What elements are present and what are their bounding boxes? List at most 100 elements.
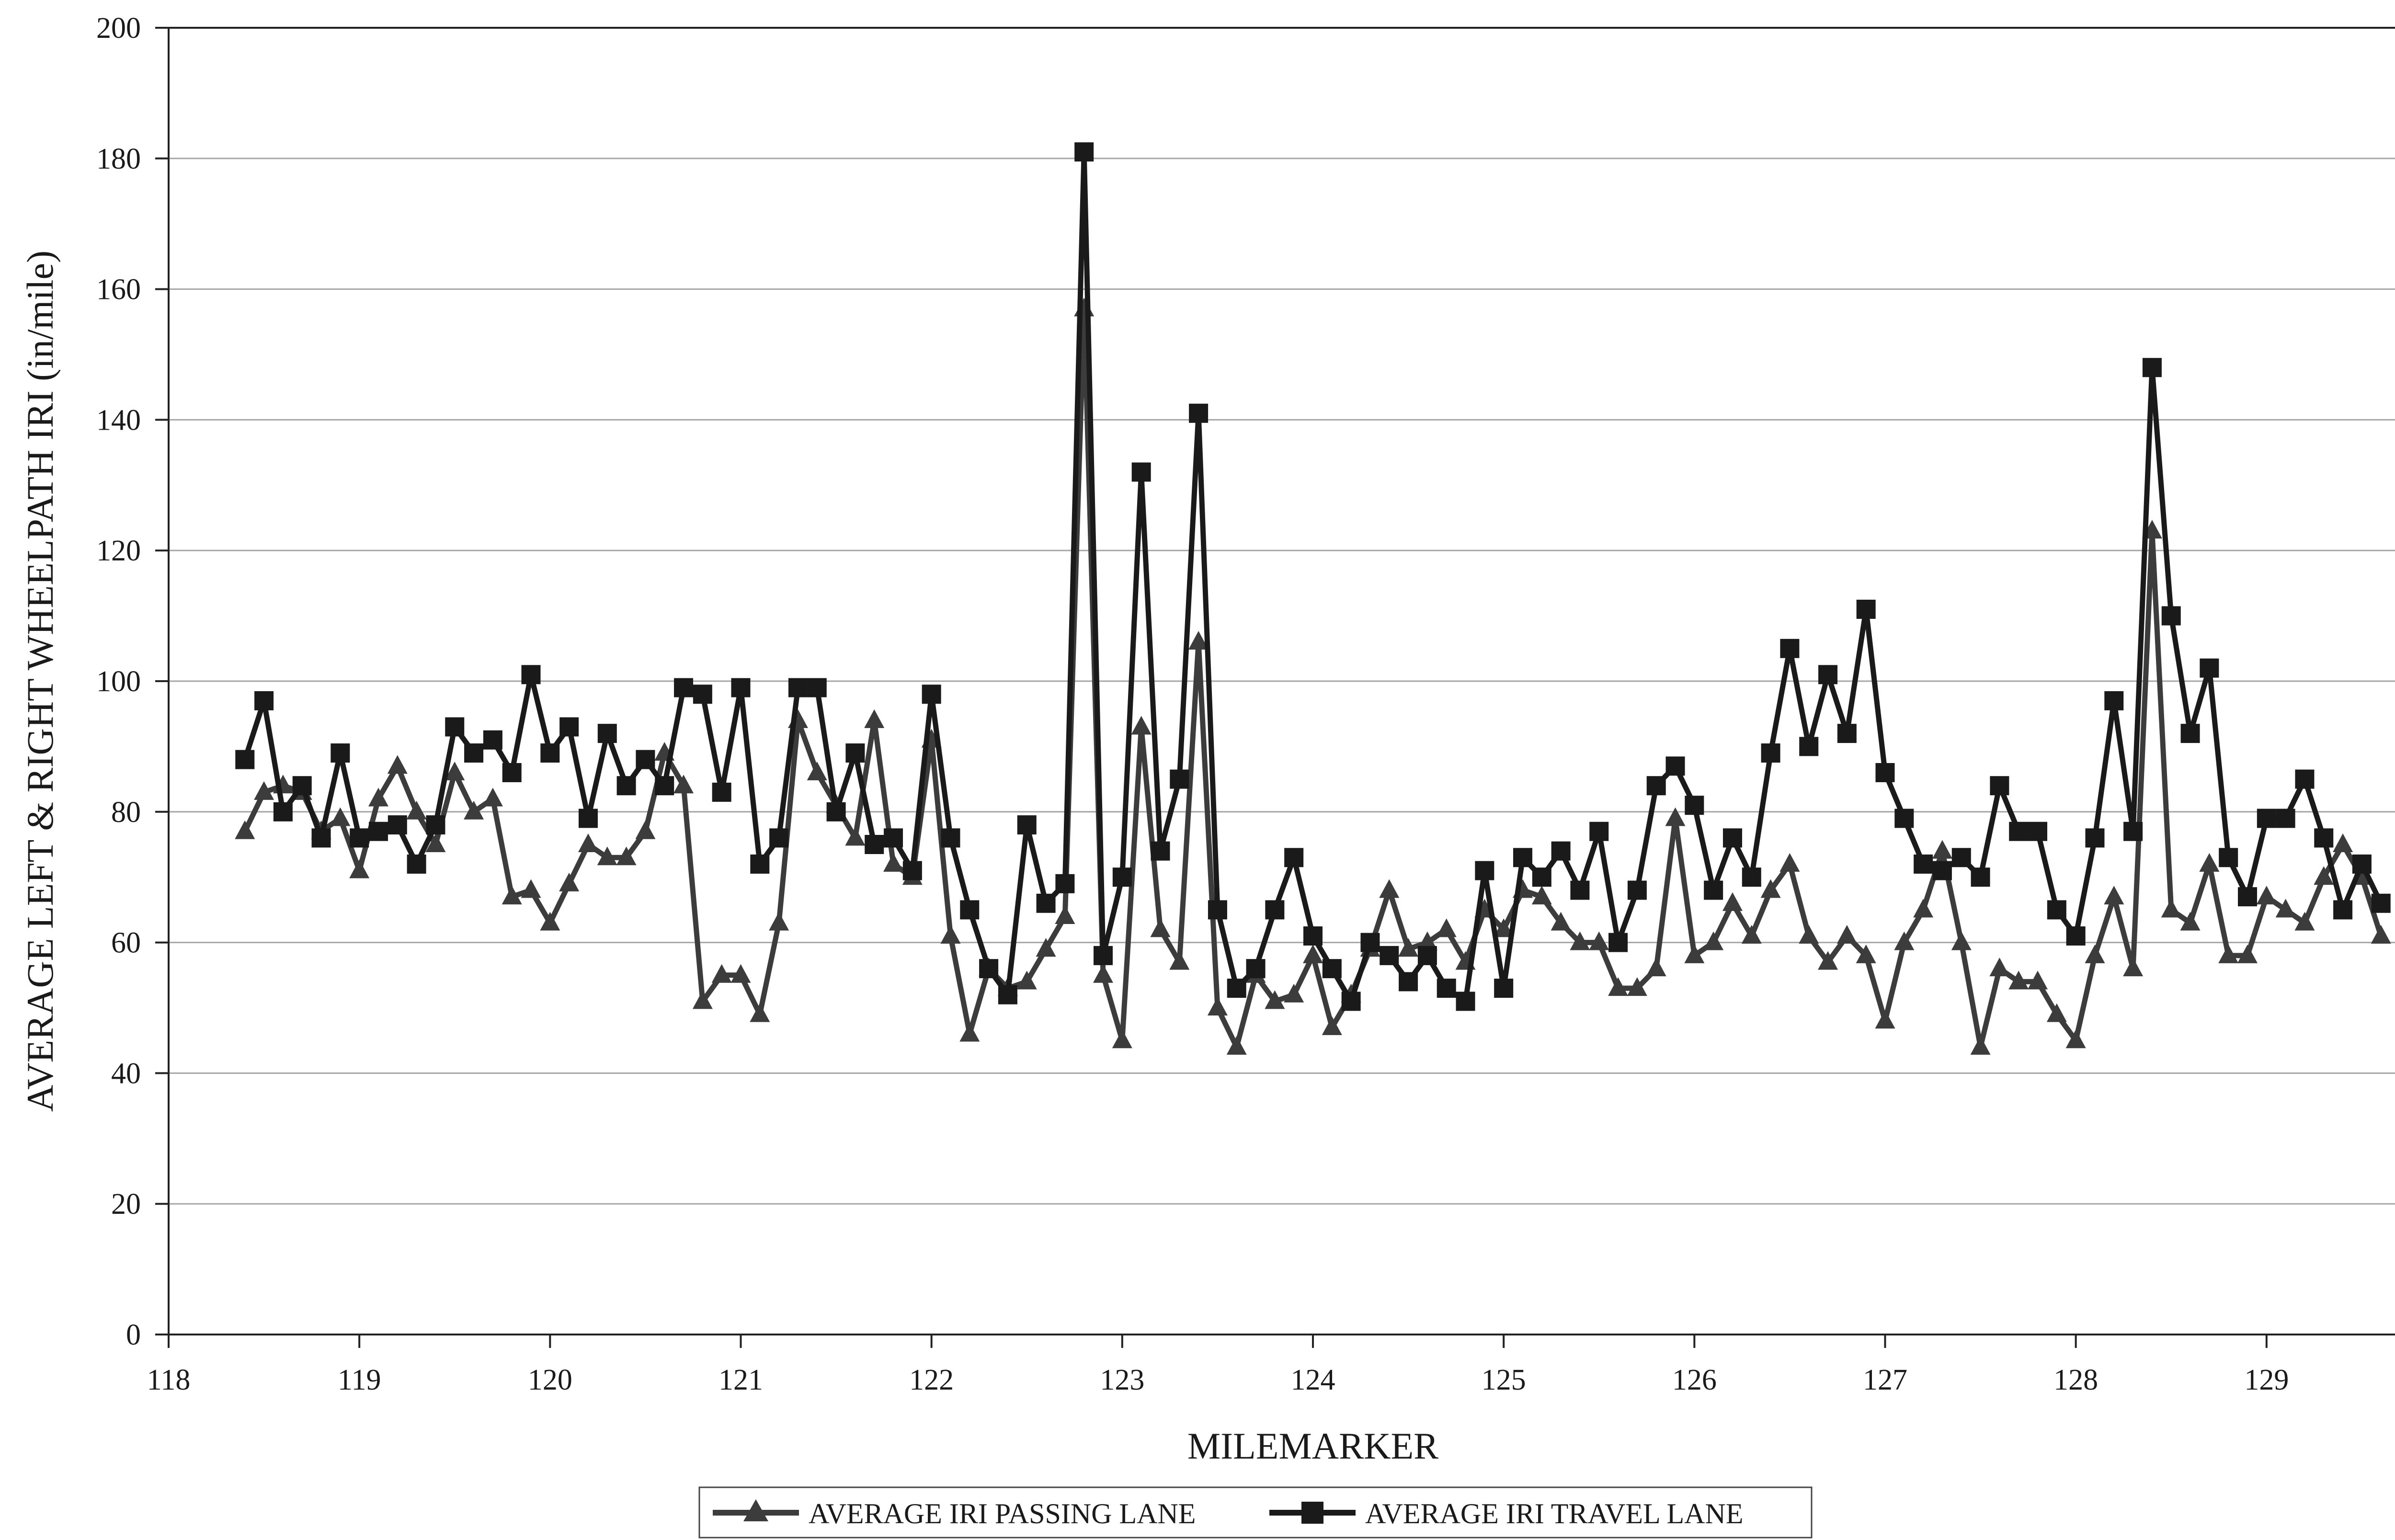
data-point-square [1380, 946, 1399, 965]
data-point-square [331, 743, 350, 763]
data-point-triangle [1016, 970, 1037, 990]
data-point-square [1608, 933, 1628, 952]
data-point-triangle [1627, 977, 1647, 996]
data-point-square [2028, 821, 2048, 841]
data-point-square [1627, 880, 1647, 900]
data-point-triangle [864, 709, 885, 728]
data-point-square [2219, 848, 2238, 867]
data-point-square [884, 828, 903, 848]
data-point-triangle [2028, 970, 2048, 990]
data-point-triangle [2085, 944, 2105, 963]
data-point-square [483, 730, 502, 750]
y-tick-label: 180 [96, 143, 141, 175]
data-point-triangle [730, 964, 751, 983]
data-point-square [1570, 880, 1590, 900]
data-point-triangle [482, 787, 503, 807]
data-point-triangle [559, 872, 580, 891]
data-point-triangle [1703, 931, 1724, 950]
data-point-square [1532, 867, 1551, 887]
data-point-square [1856, 599, 1876, 619]
data-point-square [1036, 893, 1056, 913]
data-point-triangle [254, 781, 274, 800]
data-point-square [1437, 979, 1456, 998]
data-point-triangle [1417, 931, 1437, 950]
data-point-triangle [1589, 931, 1609, 950]
data-point-triangle [616, 846, 637, 866]
data-point-square [254, 691, 274, 710]
data-point-triangle [845, 827, 866, 846]
data-point-square [1951, 848, 1971, 867]
data-point-square [311, 828, 331, 848]
data-point-square [2161, 606, 2181, 626]
data-point-square [407, 854, 426, 874]
data-point-triangle [1131, 716, 1152, 735]
data-point-square [1494, 979, 1514, 998]
data-point-triangle [1760, 879, 1781, 898]
data-point-triangle [597, 846, 617, 866]
data-point-square [1971, 867, 1990, 887]
data-point-triangle [1551, 912, 1571, 931]
data-point-square [1131, 462, 1151, 482]
legend-box [698, 1486, 1813, 1539]
data-point-triangle [959, 1023, 980, 1042]
data-point-triangle [1169, 951, 1190, 970]
data-point-square [731, 678, 751, 697]
data-point-square [1265, 900, 1285, 920]
data-point-square [578, 809, 598, 828]
data-point-triangle [2256, 886, 2277, 905]
data-point-triangle [2161, 899, 2181, 918]
data-point-triangle [1856, 944, 1876, 963]
data-point-triangle [1093, 964, 1114, 983]
y-tick-label: 80 [111, 796, 141, 829]
x-axis-title: MILEMARKER [1187, 1425, 1438, 1467]
x-tick-label: 120 [528, 1364, 572, 1396]
data-point-triangle [1818, 951, 1838, 970]
data-point-square [845, 743, 865, 763]
data-point-square [1665, 756, 1685, 776]
data-point-triangle [1646, 958, 1666, 977]
y-tick-label: 120 [96, 535, 141, 567]
data-point-square [941, 828, 960, 848]
data-point-square [1456, 992, 1475, 1011]
x-tick-label: 126 [1672, 1364, 1717, 1396]
data-point-square [1322, 959, 1342, 979]
data-point-triangle [1932, 840, 1952, 859]
data-point-triangle [2199, 853, 2220, 872]
data-point-square [1017, 815, 1037, 835]
data-point-square [655, 776, 674, 796]
x-tick-label: 119 [338, 1364, 381, 1396]
data-point-triangle [1531, 886, 1552, 905]
data-point-square [1208, 900, 1227, 920]
data-point-square [2200, 658, 2219, 678]
data-point-square [1074, 142, 1094, 162]
data-point-square [235, 750, 255, 769]
data-point-square [2123, 821, 2143, 841]
y-tick-label: 100 [96, 665, 141, 698]
data-point-square [712, 782, 731, 802]
data-point-square [521, 665, 541, 684]
data-point-square [960, 900, 980, 920]
data-point-triangle [769, 912, 789, 931]
data-point-triangle [883, 853, 904, 872]
data-point-triangle [2333, 833, 2353, 852]
y-axis-title: AVERAGE LEFT & RIGHT WHEELPATH IRI (in/m… [19, 251, 61, 1112]
data-point-triangle [1970, 1036, 1991, 1055]
series-passing-lane [235, 297, 2391, 1055]
data-point-triangle [635, 820, 656, 839]
data-point-triangle [2046, 1003, 2067, 1022]
data-point-triangle [1799, 924, 1819, 944]
data-point-triangle [425, 833, 446, 852]
data-point-triangle [1570, 931, 1590, 950]
data-point-square [426, 815, 445, 835]
x-tick-label: 122 [909, 1364, 954, 1396]
data-point-square [2314, 828, 2334, 848]
legend-label-travel-lane: AVERAGE IRI TRAVEL LANE [1365, 1498, 1743, 1529]
data-point-square [2047, 900, 2066, 920]
data-point-square [788, 678, 808, 697]
data-point-triangle [1303, 944, 1323, 963]
data-point-triangle [1684, 944, 1705, 963]
data-point-square [1246, 959, 1266, 979]
legend-entry-travel-lane: AVERAGE IRI TRAVEL LANE [1269, 1498, 1743, 1529]
